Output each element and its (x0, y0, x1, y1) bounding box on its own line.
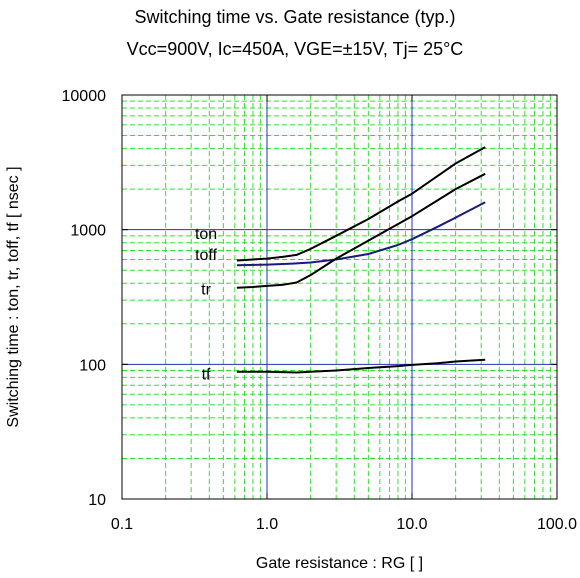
data-series (236, 146, 486, 374)
chart-title: Switching time vs. Gate resistance (typ.… (134, 7, 456, 27)
minor-grid (122, 95, 557, 499)
series-label-tf: tf (202, 366, 211, 383)
x-tick-label: 1.0 (256, 516, 278, 533)
x-tick-label: 100.0 (537, 516, 577, 533)
y-tick-label: 10000 (62, 88, 107, 105)
x-axis-label: Gate resistance : RG [ ] (256, 555, 423, 572)
y-axis-label: Switching time : ton, tr, toff, tf [ nse… (5, 166, 22, 427)
series-line-tr (236, 172, 486, 289)
major-grid (122, 95, 557, 499)
y-tick-label: 100 (79, 357, 106, 374)
x-tick-label: 0.1 (111, 516, 133, 533)
chart-subtitle: Vcc=900V, Ic=450A, VGE=±15V, Tj= 25°C (126, 39, 464, 59)
series-label-toff: toff (195, 247, 218, 264)
y-tick-label: 1000 (70, 223, 106, 240)
series-label-tr: tr (201, 281, 211, 298)
plot-area-frame (121, 94, 558, 500)
series-line-ton (236, 146, 486, 262)
series-labels: ton toff tr tf (195, 226, 218, 384)
series-label-ton: ton (195, 226, 217, 243)
axis-ticks: 0.1 1.0 10.0 100.0 10 100 1000 10000 (62, 88, 578, 533)
x-tick-label: 10.0 (396, 516, 427, 533)
series-line-tf (236, 358, 486, 374)
series-line-toff (236, 201, 486, 267)
y-tick-label: 10 (88, 492, 106, 509)
